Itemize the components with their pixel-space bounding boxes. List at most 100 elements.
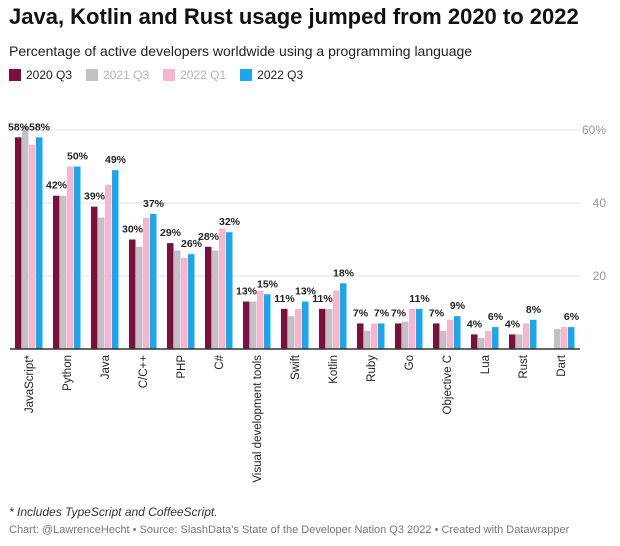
x-tick-label: PHP (176, 355, 188, 379)
bar (226, 232, 233, 349)
bar (29, 144, 36, 349)
legend-swatch (163, 69, 176, 81)
bar (402, 321, 409, 349)
data-label: 13% (295, 286, 317, 298)
bar (174, 250, 181, 349)
bar (478, 338, 485, 349)
data-label: 7% (374, 307, 390, 319)
bar (371, 323, 378, 349)
data-label: 37% (143, 198, 165, 210)
legend-label: 2022 Q1 (180, 68, 227, 82)
data-label: 11% (274, 293, 295, 305)
x-tick-label: Python (62, 355, 74, 391)
data-label: 29% (160, 227, 182, 239)
bar (105, 184, 112, 349)
data-label: 7% (429, 307, 445, 319)
bar (205, 246, 212, 349)
x-tick-label: Rust (518, 354, 530, 378)
bar (143, 217, 150, 349)
bar (523, 323, 530, 349)
bar (530, 319, 537, 349)
chart-footnote: * Includes TypeScript and CoffeeScript. (9, 505, 218, 519)
data-label: 6% (488, 311, 504, 323)
bar (22, 126, 29, 349)
data-label: 4% (505, 318, 521, 330)
data-label: 11% (409, 293, 430, 305)
bar (416, 308, 423, 349)
data-label: 39% (84, 191, 106, 203)
bar (167, 243, 174, 349)
bar (281, 308, 288, 349)
bar (112, 170, 119, 349)
x-tick-label: Visual development tools (252, 355, 264, 483)
bar (364, 330, 371, 349)
x-tick-label: Ruby (366, 355, 378, 382)
y-tick-label: 20 (593, 269, 607, 283)
data-label: 26% (181, 238, 203, 250)
bar (243, 301, 250, 349)
legend-item: 2022 Q1 (163, 68, 226, 82)
data-label: 9% (450, 300, 466, 312)
x-tick-label: JavaScript* (24, 354, 36, 413)
bar (326, 308, 333, 349)
bar (561, 327, 568, 349)
legend-label: 2020 Q3 (26, 68, 73, 82)
x-tick-label: Swift (290, 354, 302, 380)
bar (36, 137, 43, 349)
data-label: 50% (67, 151, 89, 163)
data-label: 13% (236, 286, 258, 298)
data-label: 32% (219, 216, 241, 228)
chart-legend: 2020 Q3 2021 Q3 2022 Q1 2022 Q3 (9, 68, 303, 82)
data-label: 30% (122, 224, 144, 236)
data-label: 7% (391, 307, 407, 319)
legend-label: 2021 Q3 (103, 68, 150, 82)
bar (15, 137, 22, 349)
bar (257, 290, 264, 349)
x-tick-label: Lua (480, 354, 492, 374)
data-label: 58% (8, 121, 30, 133)
x-tick-label: Kotlin (328, 355, 340, 384)
chart-title: Java, Kotlin and Rust usage jumped from … (9, 4, 579, 29)
bar (67, 166, 74, 349)
bar (454, 316, 461, 349)
x-tick-label: Java (100, 354, 112, 379)
legend-swatch (240, 69, 253, 81)
data-label: 18% (333, 267, 355, 279)
bar (395, 323, 402, 349)
bar (440, 330, 447, 349)
bar (136, 246, 143, 349)
bar (516, 334, 523, 349)
bar (212, 250, 219, 349)
legend-item: 2020 Q3 (9, 68, 72, 82)
data-label: 58% (29, 121, 51, 133)
data-label: 6% (564, 311, 580, 323)
bar (98, 217, 105, 349)
legend-label: 2022 Q3 (257, 68, 304, 82)
data-label: 15% (257, 278, 279, 290)
legend-swatch (9, 69, 21, 81)
bar (60, 195, 67, 349)
legend-swatch (86, 69, 99, 81)
x-tick-label: Dart (556, 354, 568, 377)
bar (264, 294, 271, 349)
x-tick-label: Go (404, 355, 416, 370)
legend-item: 2022 Q3 (240, 68, 303, 82)
bar (74, 166, 81, 349)
bar (340, 283, 347, 349)
bar (250, 301, 257, 349)
data-label: 4% (467, 318, 483, 330)
y-tick-label: 40 (593, 196, 607, 210)
legend-item: 2021 Q3 (86, 68, 149, 82)
bar (129, 239, 136, 349)
data-label: 7% (353, 307, 369, 319)
bar (378, 323, 385, 349)
bar (357, 323, 364, 349)
bar (492, 327, 499, 349)
bar-chart: 20 40 60% 58% 58% JavaScript* 42% 50% Python 39% 4… (8, 121, 607, 483)
bar (53, 195, 60, 349)
y-tick-label: 60% (582, 123, 606, 137)
bar (447, 319, 454, 349)
bar (333, 290, 340, 349)
bar (568, 327, 575, 349)
data-label: 42% (46, 180, 68, 192)
